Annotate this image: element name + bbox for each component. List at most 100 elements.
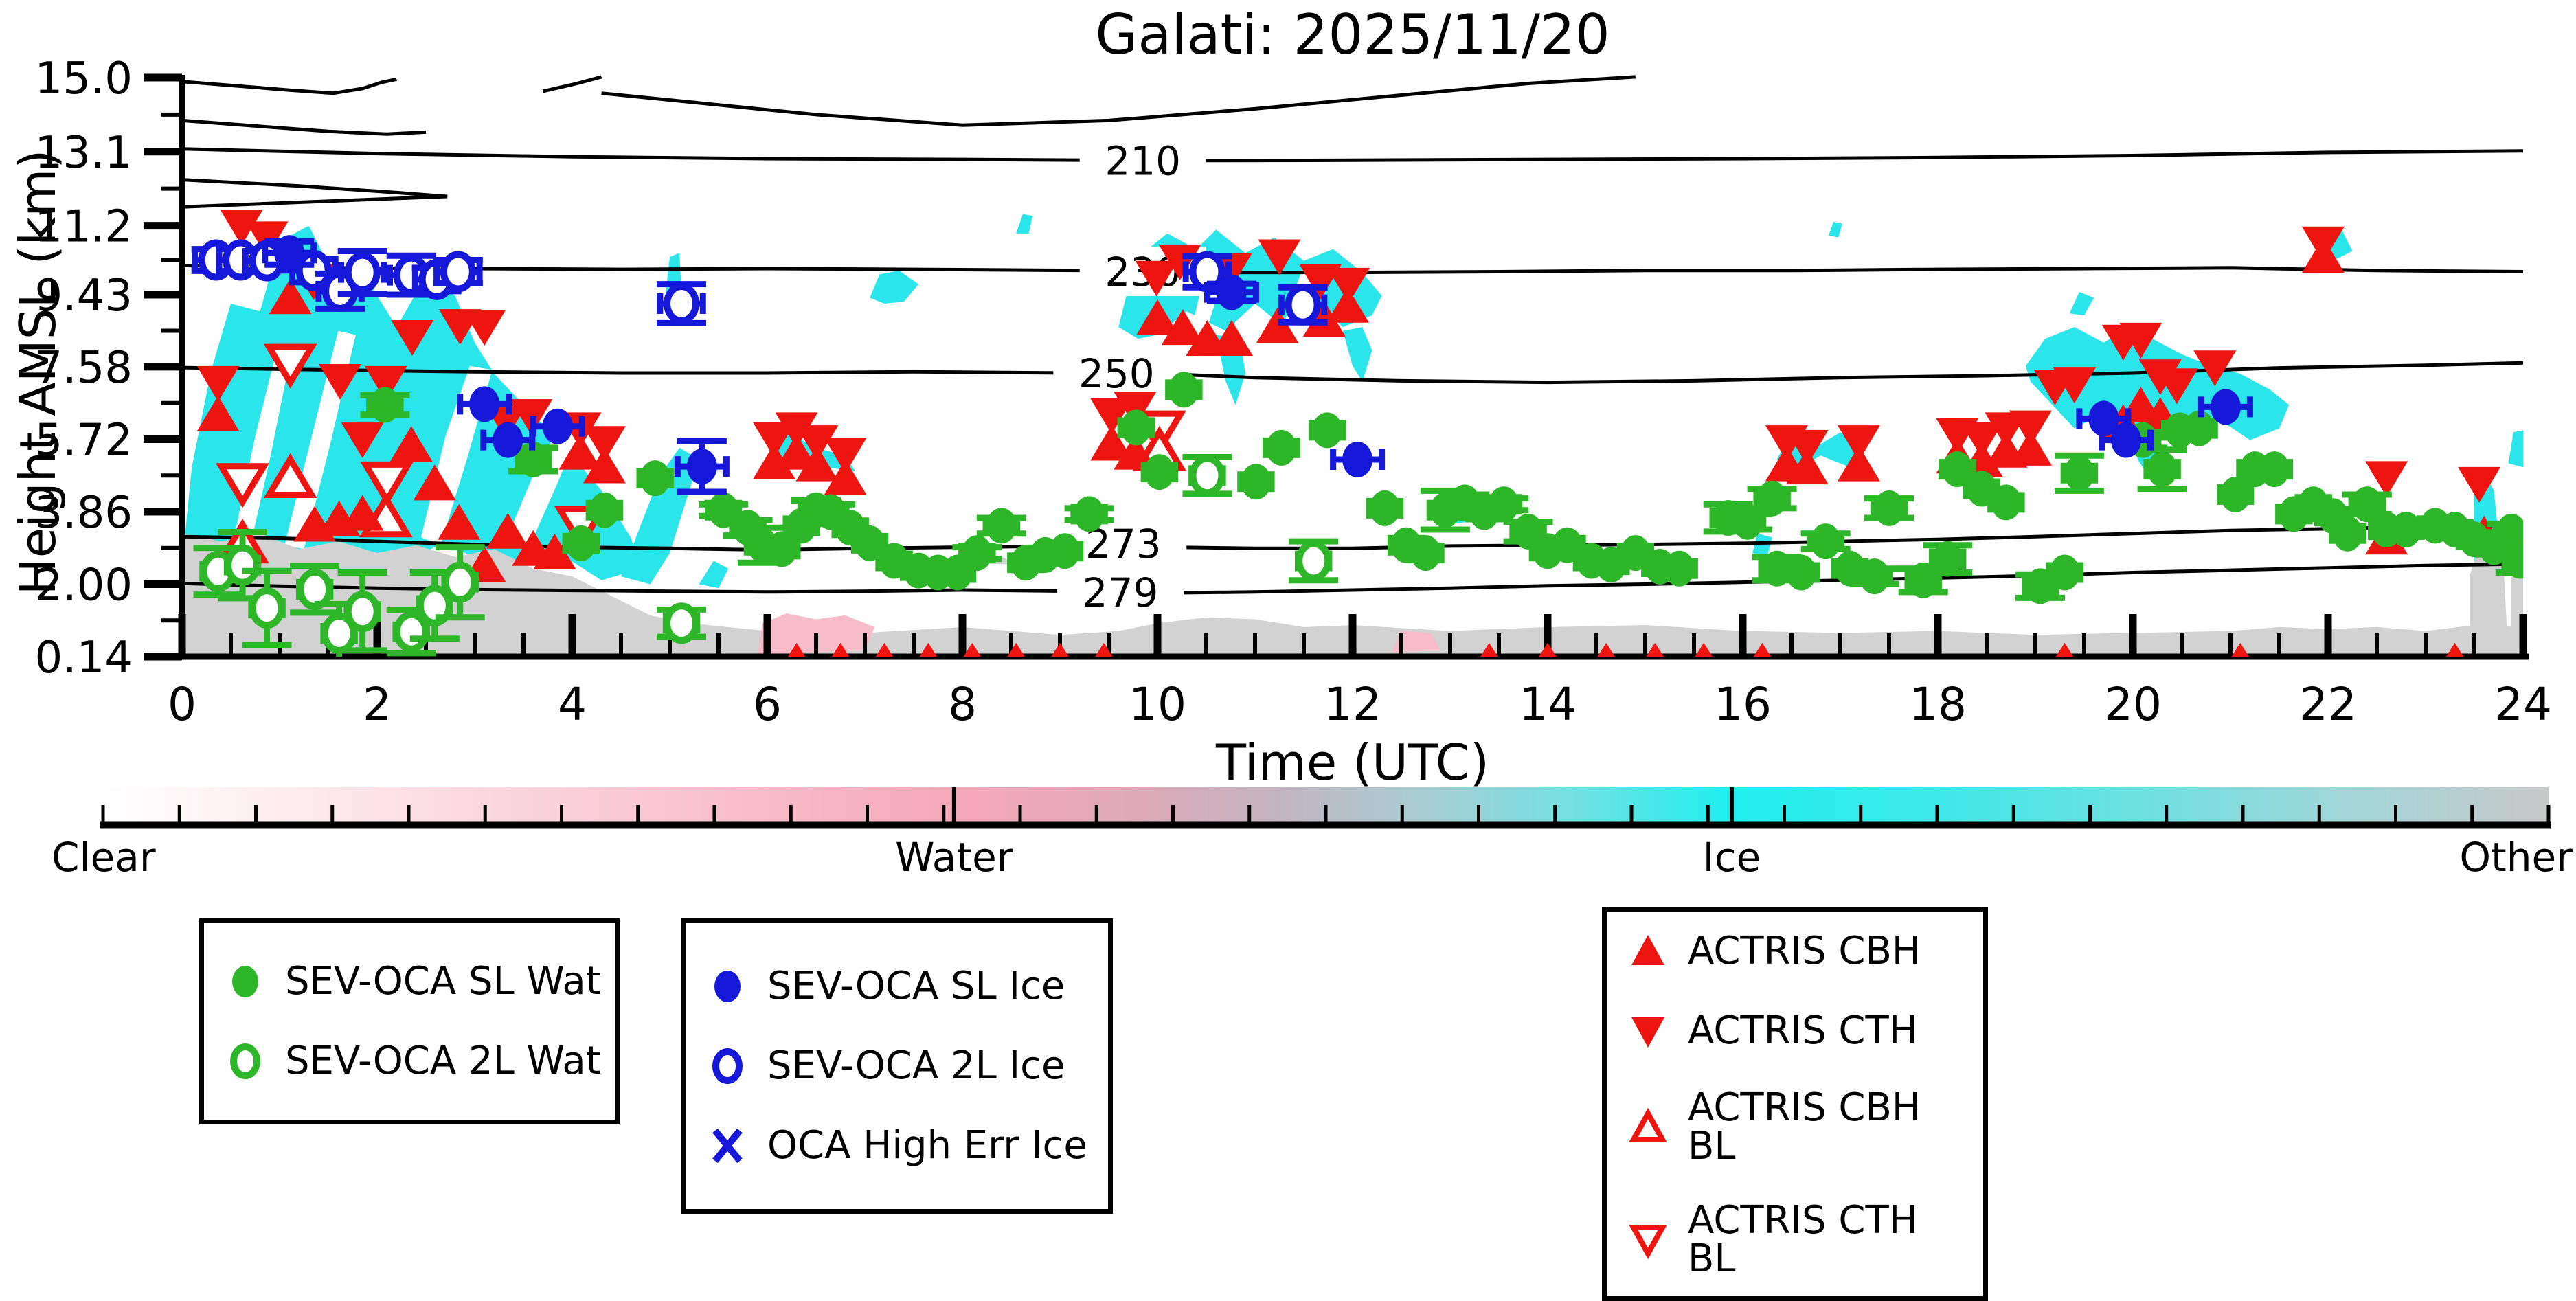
contour-label: 250 [1078,350,1155,397]
actris-cth-marker [2155,368,2198,405]
contour-line [542,75,602,93]
actris-cth-marker [1135,260,1178,297]
actris-cth-marker [391,319,434,356]
sev-oca-sl-wat-marker [2332,515,2363,552]
contour-line [182,194,448,209]
sev-oca-2l-wat-marker [249,587,285,629]
actris-cbh-marker [1136,299,1179,335]
classification-colorbar: Clear Water Ice Other [52,787,2573,881]
ground-cbh-marker [2055,642,2074,657]
sev-oca-sl-wat-marker [1144,454,1175,490]
legend-item-label: ACTRIS CTH BL [1688,1198,1918,1281]
x-tick-label: 6 [753,678,782,731]
x-axis-label: Time (UTC) [1215,734,1489,791]
series-sev-oca-sl-wat [360,372,2523,604]
sev-oca-sl-wat-marker [986,508,1017,544]
colorbar-label: Water [895,834,1013,881]
ground-cbh-marker [875,642,894,657]
actris-cth-marker [1837,425,1880,462]
actris-cbh-marker [196,396,240,432]
actris-cth-bl-marker [216,463,269,508]
sev-oca-sl-wat-marker [2147,451,2178,488]
sev-oca-sl-ice-marker [2210,389,2241,425]
legend-box-ice: SEV-OCA SL Ice SEV-OCA 2L Ice OCA High Err… [681,918,1113,1214]
sev-oca-sl-wat-marker [2351,486,2382,523]
x-tick-label: 18 [1909,678,1967,731]
sev-oca-2l-ice-marker [664,283,700,325]
legend-item: ACTRIS CBH BL [1607,1071,1983,1184]
sev-oca-sl-wat-marker [2496,513,2523,550]
sev-oca-sl-wat-marker [2505,543,2523,579]
legend-item: SEV-OCA 2L Wat [204,1021,615,1101]
actris-cth-bl-marker [263,343,317,389]
cloud-region-cyan [1829,221,1842,238]
ground-cbh-marker [1646,642,1664,657]
actris-cth-marker [2193,350,2237,387]
sev-oca-sl-wat-marker [1074,496,1105,532]
sev-oca-2l-wat-marker [393,611,429,653]
sev-oca-2l-ice-marker [440,251,476,293]
actris-cbh-marker [1161,309,1204,346]
contour-label: 279 [1083,569,1159,616]
actris-cbh-marker [824,459,867,495]
sev-oca-sl-wat-marker [1168,372,1199,408]
sev-oca-2l-wat-marker [664,602,700,644]
cloud-region-cyan [699,561,729,589]
actris-cth-marker [795,425,839,462]
cloud-region-cyan [1752,533,1772,557]
sev-oca-sl-wat-marker [1942,451,1973,488]
contour-label-bg [1057,567,1184,617]
actris-cth-marker [2053,367,2096,404]
x-tick-label: 8 [948,678,977,731]
legend-item: SEV-OCA SL Ice [686,947,1108,1026]
actris-cth-marker [2458,466,2501,503]
sev-oca-sl-ice-marker [469,386,500,422]
sev-oca-sl-wat-marker [1991,484,2022,521]
legend-item: ACTRIS CTH [1607,991,1983,1071]
sev-oca-sl-wat-marker [640,460,670,497]
sev-oca-sl-wat-marker [1050,533,1081,569]
contour-line [601,75,1636,127]
y-tick-label: 15.0 [35,54,133,104]
legend-item: ACTRIS CBH [1607,912,1983,991]
sev-oca-sl-ice-marker [274,235,305,271]
legend-item: ACTRIS CTH BL [1607,1184,1983,1296]
contour-line [1196,149,2523,163]
sev-oca-sl-wat-marker [2184,410,2215,446]
colorbar-label: Other [2459,834,2573,881]
y-tick-label: 2.00 [35,560,133,611]
y-tick-label: 0.14 [35,633,133,683]
actris-cth-marker [1114,392,1157,428]
actris-cbh-marker [1326,286,1369,323]
actris-cth-marker [2138,359,2182,396]
actris-cbh-marker [2009,429,2052,466]
legend-box-wat: SEV-OCA SL Wat SEV-OCA 2L Wat [199,918,620,1124]
actris-cbh-marker [269,278,312,315]
y-tick-label: 9.43 [35,271,133,321]
cloud-region-cyan [2069,292,2094,315]
ground-cbh-marker [1480,642,1498,657]
axes: 15.013.111.29.437.585.723.862.000.140 2 4 6… [35,54,2552,731]
sev-oca-sl-wat-marker [2064,455,2094,491]
actris-cth-marker [463,310,506,346]
ground-cbh-marker [1597,642,1615,657]
contour-line [1196,266,2523,275]
sev-oca-2l-wat-marker [416,585,453,626]
actris-cbh-marker [1090,425,1133,461]
x-tick-label: 22 [2299,678,2357,731]
sev-oca-sl-ice-marker [686,449,717,485]
actris-cth-marker [1960,422,2003,458]
actris-cth-marker [583,426,626,462]
actris-cbh-marker [1210,319,1253,356]
legend-item: OCA High Err Ice [686,1106,1108,1186]
sev-oca-2l-ice-marker [1285,284,1321,326]
sev-oca-sl-wat-marker [1932,541,1963,577]
sev-oca-sl-wat-marker [565,525,596,561]
sev-oca-2l-wat-marker [1296,540,1332,582]
contour-line [182,178,448,199]
x-tick-label: 12 [1324,678,1381,731]
actris-cbh-marker [795,445,839,482]
series-actris-cbh [196,237,2506,582]
contour-label-bg [1079,135,1206,185]
